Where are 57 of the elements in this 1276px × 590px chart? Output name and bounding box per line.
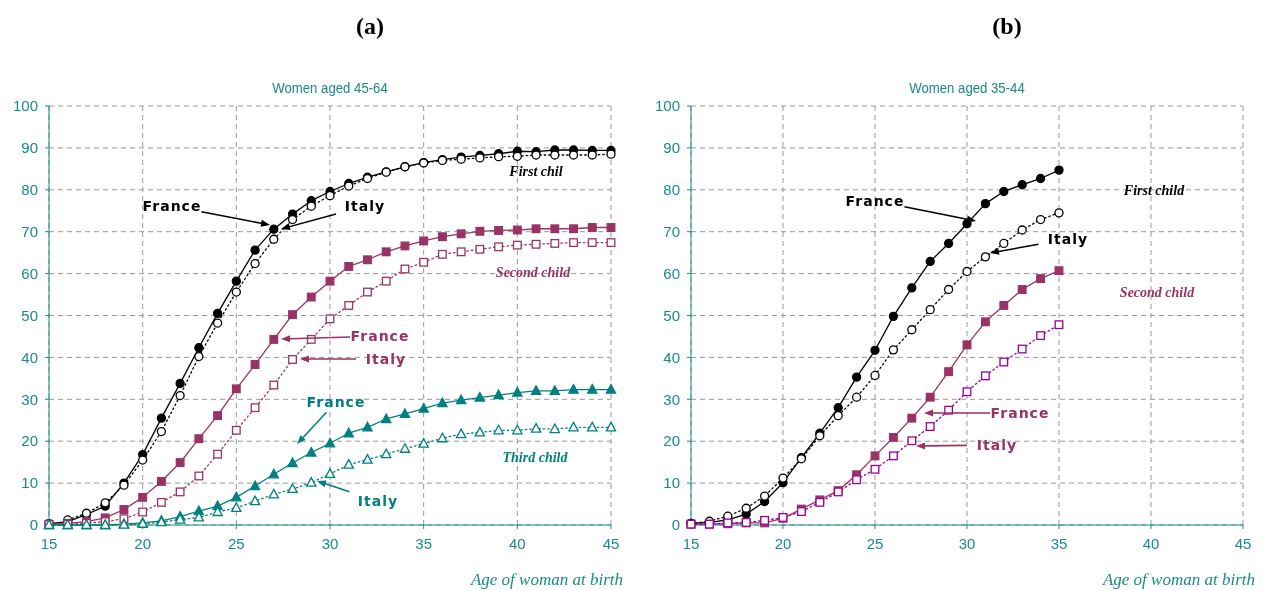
chart-subtitle: Women aged 35-44 xyxy=(909,79,1025,97)
annotation: Second child xyxy=(495,264,572,280)
annotation: France xyxy=(306,393,366,410)
x-tick-label: 15 xyxy=(682,535,700,552)
y-tick-label: 10 xyxy=(21,474,38,492)
y-tick-label: 20 xyxy=(663,432,680,450)
x-axis-title: Age of woman at birth xyxy=(469,570,623,589)
annotation: Second child xyxy=(1119,284,1196,300)
annotation: France xyxy=(990,404,1050,421)
y-tick-label: 50 xyxy=(21,306,38,324)
annotation: Italy xyxy=(357,492,399,509)
y-tick-label: 30 xyxy=(21,390,38,408)
y-tick-label: 40 xyxy=(663,348,680,366)
annotation: France xyxy=(350,327,410,344)
y-tick-label: 0 xyxy=(29,516,38,534)
y-tick-label: 100 xyxy=(654,97,680,115)
annotation: Italy xyxy=(1047,230,1089,247)
annotation: Third child xyxy=(502,449,569,465)
chart-subtitle: Women aged 45-64 xyxy=(272,79,388,97)
y-tick-label: 60 xyxy=(21,264,38,282)
x-tick-label: 25 xyxy=(866,535,884,552)
x-tick-label: 40 xyxy=(508,535,526,552)
y-tick-label: 80 xyxy=(663,181,680,199)
y-tick-label: 0 xyxy=(671,516,680,534)
annotation: Italy xyxy=(344,197,386,214)
y-tick-label: 60 xyxy=(663,264,680,282)
y-tick-label: 40 xyxy=(21,348,38,366)
annotation: Italy xyxy=(976,436,1018,453)
annotation: France xyxy=(845,192,905,209)
annotation: Italy xyxy=(365,350,407,367)
y-tick-label: 20 xyxy=(21,432,38,450)
y-tick-label: 70 xyxy=(21,222,38,240)
y-tick-label: 70 xyxy=(663,222,680,240)
y-tick-label: 50 xyxy=(663,306,680,324)
x-tick-label: 35 xyxy=(415,535,433,552)
annotation: First chil xyxy=(508,163,563,179)
x-tick-label: 20 xyxy=(134,535,152,552)
x-tick-label: 15 xyxy=(40,535,58,552)
x-tick-label: 20 xyxy=(774,535,792,552)
x-tick-label: 45 xyxy=(602,535,620,552)
x-tick-label: 25 xyxy=(227,535,245,552)
x-axis-title: Age of woman at birth xyxy=(1101,570,1255,589)
x-tick-label: 40 xyxy=(1142,535,1160,552)
y-tick-label: 90 xyxy=(21,139,38,157)
y-tick-label: 30 xyxy=(663,390,680,408)
annotation: First child xyxy=(1122,182,1186,198)
x-tick-label: 35 xyxy=(1050,535,1068,552)
y-tick-label: 100 xyxy=(12,97,38,115)
x-tick-label: 30 xyxy=(321,535,339,552)
chart-title: (b) xyxy=(992,13,1022,39)
y-tick-label: 80 xyxy=(21,181,38,199)
chart-title: (a) xyxy=(356,13,384,39)
y-tick-label: 10 xyxy=(663,474,680,492)
x-tick-label: 30 xyxy=(958,535,976,552)
annotation: France xyxy=(142,197,202,214)
x-tick-label: 45 xyxy=(1234,535,1252,552)
y-tick-label: 90 xyxy=(663,139,680,157)
